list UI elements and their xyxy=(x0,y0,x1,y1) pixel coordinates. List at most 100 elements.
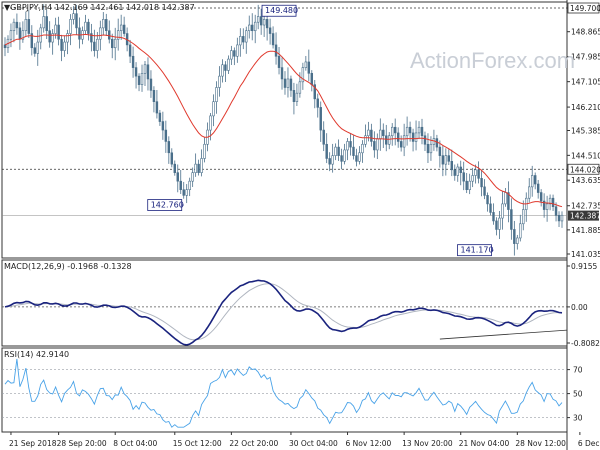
candle-body xyxy=(268,27,272,34)
candle-body xyxy=(358,152,361,162)
candle-body xyxy=(105,19,108,32)
candle-body xyxy=(131,55,135,68)
watermark: ActionForex.com xyxy=(410,48,575,73)
candle-body xyxy=(137,75,141,85)
candle-body xyxy=(87,21,90,34)
candle-body xyxy=(24,19,28,32)
candle-body xyxy=(498,217,501,230)
candle-body xyxy=(325,143,328,159)
candle-body xyxy=(513,229,516,244)
time-tick-label: 8 Oct 04:00 xyxy=(113,439,157,448)
candle-body xyxy=(483,186,486,196)
candle-body xyxy=(501,203,504,219)
candle-body xyxy=(236,44,239,57)
time-tick-label: 15 Oct 12:00 xyxy=(173,439,222,448)
candle-body xyxy=(15,21,19,29)
last-price-label: 142.387 xyxy=(570,212,600,221)
candle-body xyxy=(245,30,248,43)
candle-body xyxy=(113,38,117,49)
candle-body xyxy=(203,143,206,159)
time-tick-label: 22 Oct 20:00 xyxy=(229,439,278,448)
candle-body xyxy=(423,135,427,145)
candle-body xyxy=(143,64,147,74)
candle-body xyxy=(36,41,39,54)
candle-body xyxy=(230,50,233,60)
candle-body xyxy=(289,78,293,91)
candle-body xyxy=(486,195,489,205)
candle-body xyxy=(447,155,451,162)
candle-body xyxy=(337,146,340,156)
candle-body xyxy=(155,101,159,114)
candle-body xyxy=(340,155,343,162)
macd-tick-label: 0.9155 xyxy=(571,262,597,271)
candle-body xyxy=(444,155,448,165)
candle-body xyxy=(456,166,459,176)
candle-body xyxy=(212,101,215,117)
candle-body xyxy=(429,143,433,154)
candle-body xyxy=(102,19,105,29)
price-tick-label: 146.210 xyxy=(571,103,600,112)
candle-body xyxy=(108,30,111,40)
candle-body xyxy=(265,19,269,29)
candle-body xyxy=(239,36,242,46)
candle-body xyxy=(295,92,299,102)
candle-body xyxy=(128,44,132,57)
candle-body xyxy=(307,61,311,74)
candle-body xyxy=(271,33,275,46)
candle-body xyxy=(54,24,57,34)
candle-body xyxy=(280,67,284,80)
candle-body xyxy=(119,24,123,32)
candle-body xyxy=(516,237,519,244)
time-tick-label: 13 Nov 20:00 xyxy=(402,439,453,448)
candle-body xyxy=(286,78,290,88)
price-frame xyxy=(1,1,568,259)
candle-body xyxy=(185,189,188,196)
candle-body xyxy=(274,44,278,57)
level-tag xyxy=(567,163,600,175)
candle-body xyxy=(459,166,462,173)
price-tick-label: 145.385 xyxy=(571,127,600,136)
candle-body xyxy=(536,183,540,193)
candle-body xyxy=(111,38,114,49)
candle-body xyxy=(385,135,388,145)
candle-body xyxy=(468,180,471,190)
candle-body xyxy=(346,141,349,151)
candle-body xyxy=(316,98,319,108)
candle-body xyxy=(167,141,171,154)
candle-body xyxy=(396,132,400,142)
candle-body xyxy=(248,24,251,32)
candle-body xyxy=(233,50,236,57)
candle-body xyxy=(441,155,445,165)
candle-body xyxy=(349,141,352,148)
candle-body xyxy=(533,175,537,185)
candle-body xyxy=(173,163,176,173)
candle-body xyxy=(414,132,418,142)
callout-label: 141.170 xyxy=(460,246,493,255)
candle-body xyxy=(474,169,477,176)
candle-body xyxy=(304,61,308,68)
candle-body xyxy=(542,200,546,210)
candle-body xyxy=(39,27,42,43)
candle-body xyxy=(388,135,391,145)
candle-body xyxy=(57,24,60,40)
callout-box xyxy=(457,244,492,257)
callout-label: 149.480 xyxy=(265,6,298,15)
candle-body xyxy=(530,175,534,188)
candle-body xyxy=(551,197,555,208)
candle-body xyxy=(417,126,421,134)
candle-body xyxy=(480,178,483,188)
candle-body xyxy=(33,47,37,54)
candle-body xyxy=(560,214,564,222)
candle-body xyxy=(84,21,87,32)
rsi-frame xyxy=(1,347,568,433)
candle-body xyxy=(283,78,287,88)
candle-body xyxy=(402,135,406,148)
macd-label: MACD(12,26,9) -0.1968 -0.1328 xyxy=(4,262,132,271)
candle-body xyxy=(262,19,266,26)
candle-body xyxy=(182,189,185,196)
candle-body xyxy=(218,75,221,88)
candle-body xyxy=(224,64,227,71)
time-tick-label: 21 Sep 2018 xyxy=(9,439,57,448)
price-tick-label: 143.635 xyxy=(571,176,600,185)
candle-body xyxy=(63,41,66,51)
